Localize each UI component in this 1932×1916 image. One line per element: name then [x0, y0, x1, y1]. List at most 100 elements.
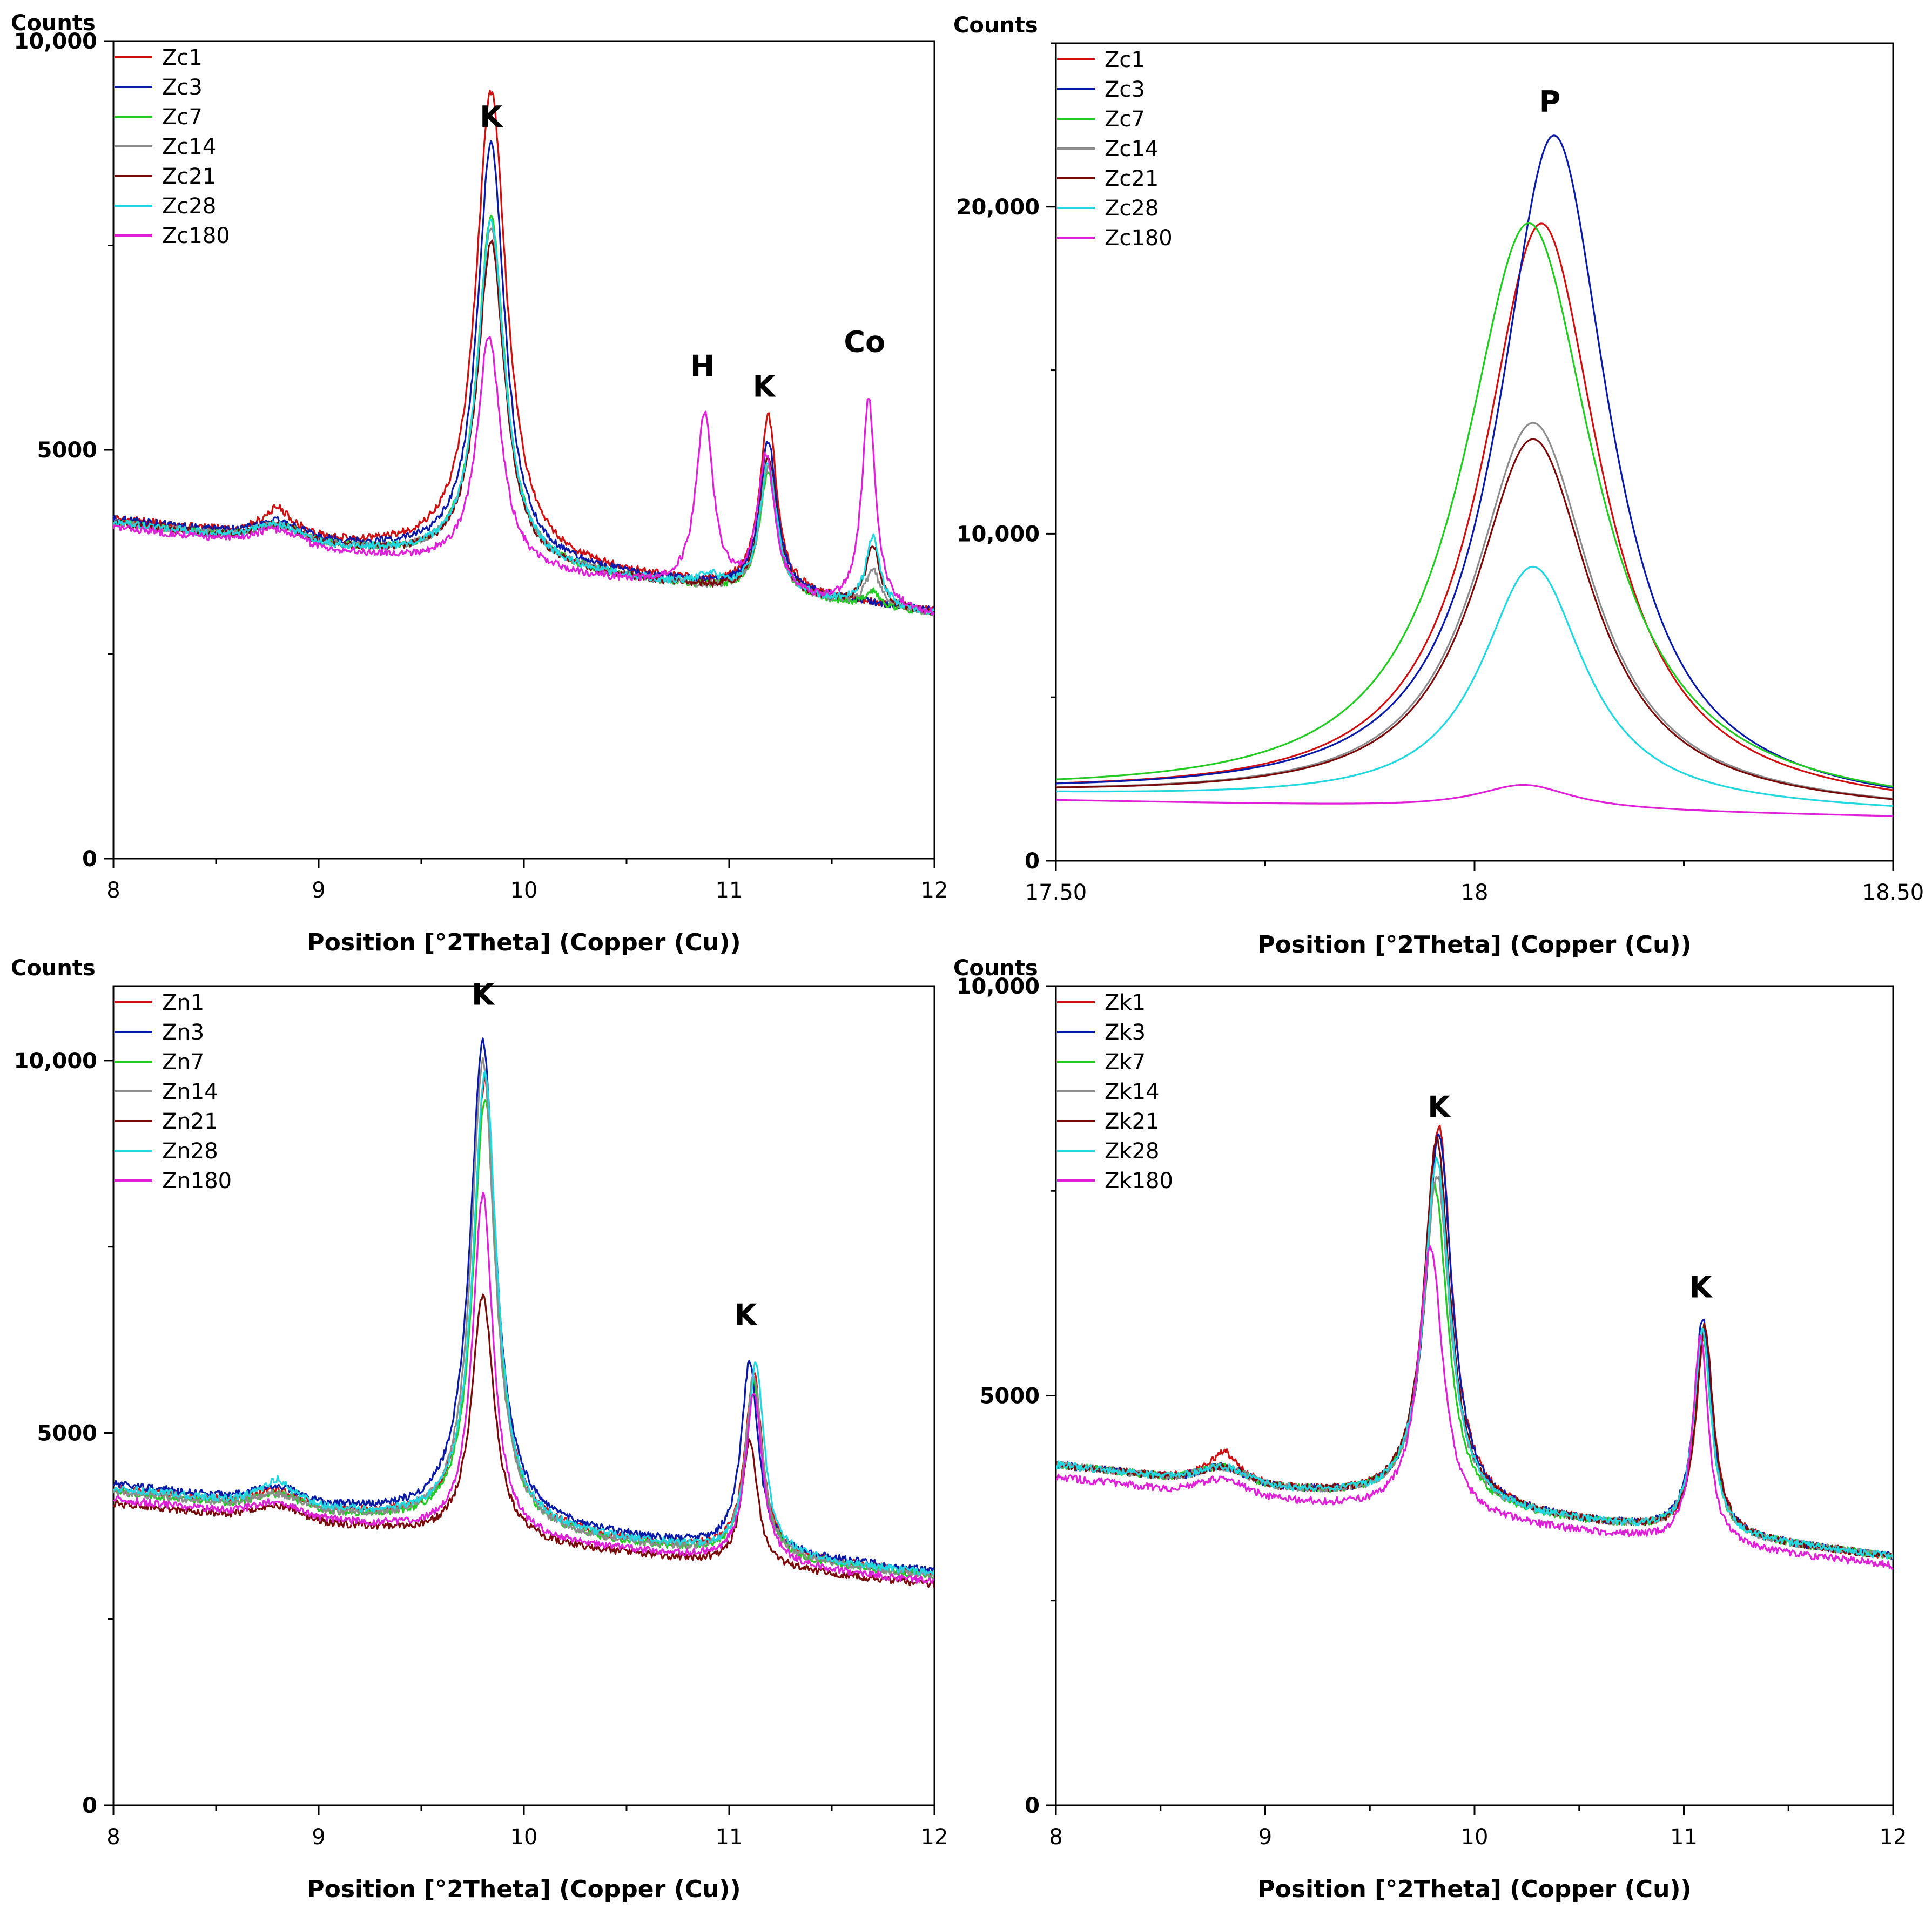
x-axis-title: Position [°2Theta] (Copper (Cu)) [307, 929, 741, 956]
y-tick-label: 0 [82, 1793, 97, 1818]
peak-annotation: K [734, 1298, 758, 1332]
legend-label: Zc1 [1105, 48, 1145, 72]
y-tick-label: 5000 [37, 438, 97, 463]
y-axis-title: Counts [11, 956, 96, 981]
x-tick-label: 8 [106, 1825, 120, 1850]
y-tick-label: 5000 [980, 1384, 1040, 1409]
series-line-Zk21 [1056, 1136, 1893, 1560]
series-line-Zc3 [113, 140, 934, 612]
legend-label: Zc7 [162, 105, 203, 130]
plot-frame [1055, 985, 1894, 1806]
y-axis-title: Counts [953, 13, 1038, 38]
x-axis-title: Position [°2Theta] (Copper (Cu)) [307, 1875, 741, 1903]
x-axis-title: Position [°2Theta] (Copper (Cu)) [1257, 931, 1691, 959]
x-tick-label: 12 [1880, 1825, 1907, 1850]
chart-panel-3: 8 9 10 11 12 0 5000 10,000 Counts Position [°2The… [11, 956, 948, 1903]
peak-annotation: K [480, 100, 503, 134]
series-line-Zk7 [1056, 1183, 1893, 1559]
peak-annotation: K [472, 977, 495, 1011]
x-tick-label: 17.50 [1025, 880, 1087, 905]
x-tick-label: 11 [716, 878, 743, 903]
y-tick-label: 0 [82, 847, 97, 872]
y-tick-label: 20,000 [957, 195, 1040, 220]
legend-label: Zn3 [162, 1020, 204, 1045]
legend-label: Zn21 [162, 1109, 218, 1134]
series-line-Zk28 [1056, 1156, 1893, 1560]
legend-label: Zk180 [1105, 1169, 1173, 1193]
series-line-Zc28 [1056, 565, 1893, 807]
legend-label: Zc21 [1105, 166, 1159, 191]
x-tick-label: 8 [106, 878, 120, 903]
legend-label: Zc21 [162, 164, 216, 189]
legend-label: Zn180 [162, 1169, 232, 1193]
legend-label: Zk14 [1105, 1080, 1159, 1104]
peak-annotation: K [753, 370, 777, 404]
y-tick-label: 10,000 [14, 1049, 97, 1074]
peak-annotation: P [1539, 85, 1561, 119]
x-tick-label: 9 [312, 1825, 325, 1850]
peak-annotation: H [690, 349, 715, 383]
x-tick-label: 18.50 [1862, 880, 1924, 905]
peak-annotation: K [1428, 1090, 1451, 1124]
legend-label: Zk7 [1105, 1050, 1146, 1075]
series-line-Zk3 [1056, 1133, 1893, 1560]
series-line-Zc1 [1056, 222, 1893, 791]
series-line-Zc14 [1056, 422, 1893, 800]
legend-label: Zk1 [1105, 990, 1146, 1015]
x-tick-label: 8 [1049, 1825, 1062, 1850]
peak-annotation: K [1689, 1270, 1713, 1304]
legend-label: Zk3 [1105, 1020, 1146, 1045]
y-axis-title: Counts [11, 11, 96, 36]
series-line-Zn28 [113, 1070, 934, 1576]
legend-label: Zn1 [162, 990, 204, 1015]
series-line-Zn14 [113, 1057, 934, 1580]
y-tick-label: 0 [1025, 1793, 1040, 1818]
legend-label: Zn7 [162, 1050, 204, 1075]
legend-label: Zc180 [162, 224, 230, 248]
x-tick-label: 12 [921, 1825, 948, 1850]
series-line-Zk180 [1056, 1245, 1893, 1570]
legend-label: Zk21 [1105, 1109, 1159, 1134]
legend-label: Zc28 [162, 194, 216, 219]
series-line-Zc21 [1056, 438, 1893, 800]
legend-label: Zc14 [162, 134, 216, 159]
series-line-Zc180 [1056, 784, 1893, 817]
legend-label: Zc3 [162, 75, 203, 100]
y-tick-label: 10,000 [14, 29, 97, 54]
legend-label: Zc7 [1105, 107, 1145, 132]
legend-label: Zn28 [162, 1139, 218, 1164]
y-tick-label: 10,000 [957, 522, 1040, 547]
legend-label: Zn14 [162, 1080, 218, 1104]
series-line-Zc1 [113, 90, 934, 613]
x-tick-label: 10 [510, 878, 538, 903]
series-line-Zc180 [113, 336, 934, 616]
x-tick-label: 11 [716, 1825, 743, 1850]
peak-annotation: Co [844, 325, 885, 359]
series-line-Zn180 [113, 1191, 934, 1584]
x-tick-label: 10 [510, 1825, 538, 1850]
legend-label: Zc14 [1105, 137, 1159, 161]
x-tick-label: 9 [312, 878, 325, 903]
legend-label: Zc3 [1105, 77, 1145, 102]
y-tick-label: 5000 [37, 1421, 97, 1446]
series-line-Zc28 [113, 218, 934, 615]
legend-label: Zc180 [1105, 226, 1173, 251]
series-line-Zk14 [1056, 1175, 1893, 1561]
x-tick-label: 10 [1461, 1825, 1489, 1850]
chart-panel-2: 17.50 18 18.50 0 10,000 20,000 Counts Position … [953, 13, 1924, 959]
y-tick-label: 10,000 [957, 974, 1040, 999]
x-tick-label: 11 [1670, 1825, 1698, 1850]
series-line-Zc14 [113, 227, 934, 617]
y-tick-label: 0 [1025, 849, 1040, 874]
x-axis-title: Position [°2Theta] (Copper (Cu)) [1257, 1875, 1691, 1903]
legend-label: Zc1 [162, 45, 203, 70]
series-line-Zc7 [1056, 222, 1893, 788]
x-tick-label: 9 [1258, 1825, 1272, 1850]
series-line-Zc7 [113, 214, 934, 617]
x-tick-label: 12 [921, 878, 948, 903]
legend-label: Zk28 [1105, 1139, 1159, 1164]
x-tick-label: 18 [1461, 880, 1489, 905]
